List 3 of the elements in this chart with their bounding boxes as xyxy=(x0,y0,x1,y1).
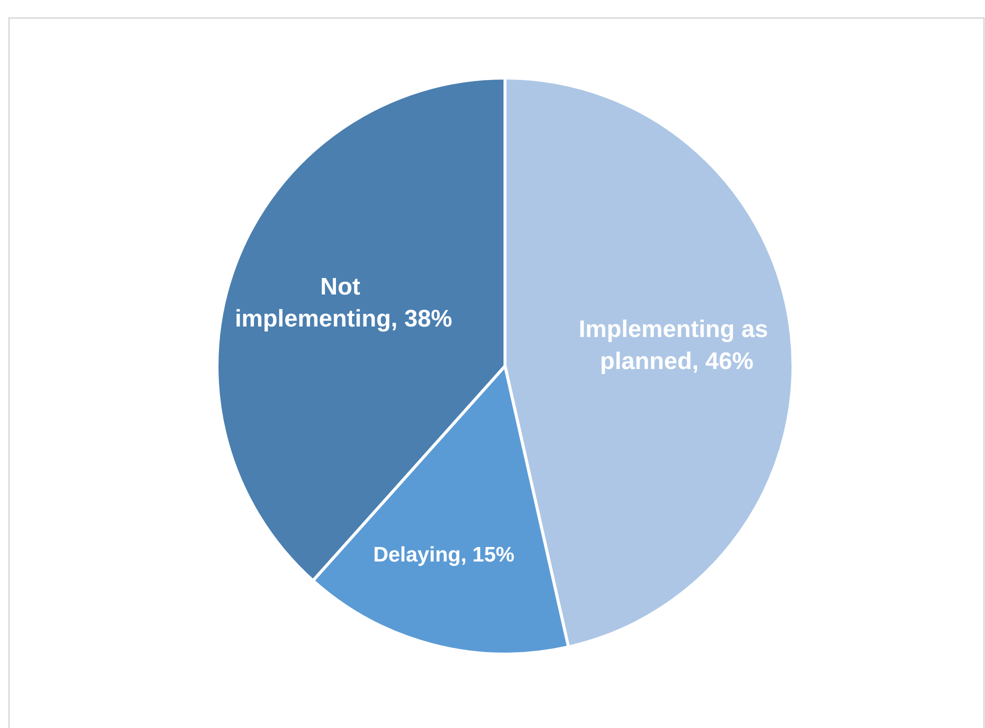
slice-label: Not implementing, 38% xyxy=(234,274,452,333)
slice-label: Implementing as planned, 46% xyxy=(578,316,775,376)
slice-label: Delaying, 15% xyxy=(373,543,515,566)
